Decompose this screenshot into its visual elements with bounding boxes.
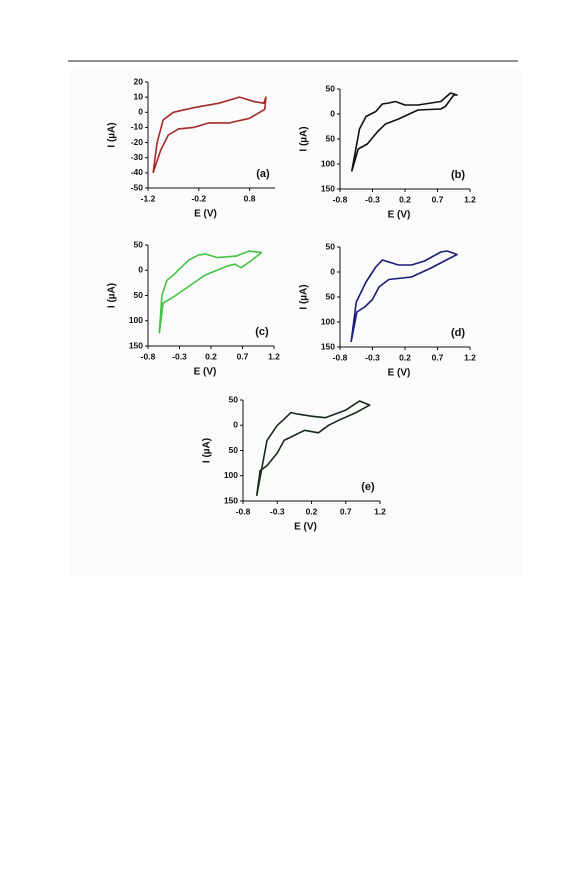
x-axis-label: E (V) (388, 368, 411, 379)
x-tick-label: 0.2 (205, 351, 217, 361)
x-tick-label: 0.8 (244, 193, 256, 203)
y-axis-label: I (µA) (107, 283, 118, 308)
y-tick-label: 50 (326, 291, 336, 301)
y-tick-label: 0 (233, 420, 238, 430)
x-tick-label: 1.2 (268, 351, 280, 361)
y-tick-label: 50 (134, 239, 144, 249)
x-tick-label: 0.7 (432, 352, 444, 362)
y-tick-label: 10 (134, 91, 144, 101)
y-tick-label: 100 (321, 158, 335, 168)
panel-label: (d) (451, 327, 465, 339)
y-tick-label: 20 (134, 76, 144, 86)
y-tick-label: 100 (321, 316, 335, 326)
y-tick-label: -40 (131, 167, 144, 177)
x-tick-label: 0.7 (432, 194, 444, 204)
x-axis-label: E (V) (388, 210, 411, 221)
y-tick-label: 50 (134, 290, 144, 300)
y-tick-label: 50 (229, 394, 239, 404)
y-tick-label: 100 (129, 315, 143, 325)
y-tick-label: 0 (138, 265, 143, 275)
cv-curve (255, 400, 371, 497)
x-tick-label: 0.2 (399, 352, 411, 362)
y-axis-label: I (µA) (202, 438, 213, 463)
panel-label: (e) (361, 481, 375, 493)
y-axis-label: I (µA) (299, 126, 310, 151)
x-tick-label: -0.8 (333, 352, 348, 362)
x-tick-label: 1.2 (464, 194, 476, 204)
panel-label: (b) (451, 169, 465, 181)
x-tick-label: 0.7 (237, 351, 249, 361)
y-axis-label: I (µA) (299, 284, 310, 309)
y-tick-label: 50 (326, 133, 336, 143)
y-tick-label: 100 (224, 470, 238, 480)
cv-curve (152, 96, 267, 174)
x-tick-label: -1.2 (141, 193, 156, 203)
y-tick-label: -20 (131, 137, 144, 147)
cv-curve (350, 92, 458, 172)
x-tick-label: -0.8 (141, 351, 156, 361)
x-tick-label: 0.7 (340, 506, 352, 516)
y-axis-label: I (µA) (107, 122, 118, 147)
x-tick-label: 0.2 (306, 506, 318, 516)
y-tick-label: 150 (129, 340, 143, 350)
y-tick-label: 150 (321, 341, 335, 351)
x-tick-label: 0.2 (399, 194, 411, 204)
y-tick-label: -30 (131, 152, 144, 162)
x-axis-label: E (V) (294, 522, 317, 533)
panel-label: (a) (256, 168, 270, 180)
y-tick-label: 150 (321, 183, 335, 193)
x-tick-label: -0.3 (270, 506, 285, 516)
x-tick-label: -0.3 (365, 352, 380, 362)
figure-background (70, 68, 522, 576)
y-tick-label: 0 (330, 108, 335, 118)
y-tick-label: 150 (224, 495, 238, 505)
x-tick-label: -0.3 (365, 194, 380, 204)
x-tick-label: 1.2 (374, 506, 386, 516)
y-tick-label: 50 (229, 445, 239, 455)
y-tick-label: 50 (326, 83, 336, 93)
y-tick-label: -50 (131, 182, 144, 192)
x-tick-label: 1.2 (464, 352, 476, 362)
x-tick-label: -0.3 (172, 351, 187, 361)
y-tick-label: 50 (326, 241, 336, 251)
x-axis-label: E (V) (194, 209, 217, 220)
cv-curve (350, 250, 458, 343)
panel-label: (c) (255, 326, 269, 338)
x-tick-label: -0.8 (236, 506, 251, 516)
y-tick-label: 0 (138, 107, 143, 117)
y-tick-label: 0 (330, 266, 335, 276)
x-axis-label: E (V) (194, 367, 217, 378)
y-tick-label: -10 (131, 122, 144, 132)
cv-curve (158, 250, 263, 334)
x-tick-label: -0.8 (333, 194, 348, 204)
x-tick-label: -0.2 (191, 193, 206, 203)
